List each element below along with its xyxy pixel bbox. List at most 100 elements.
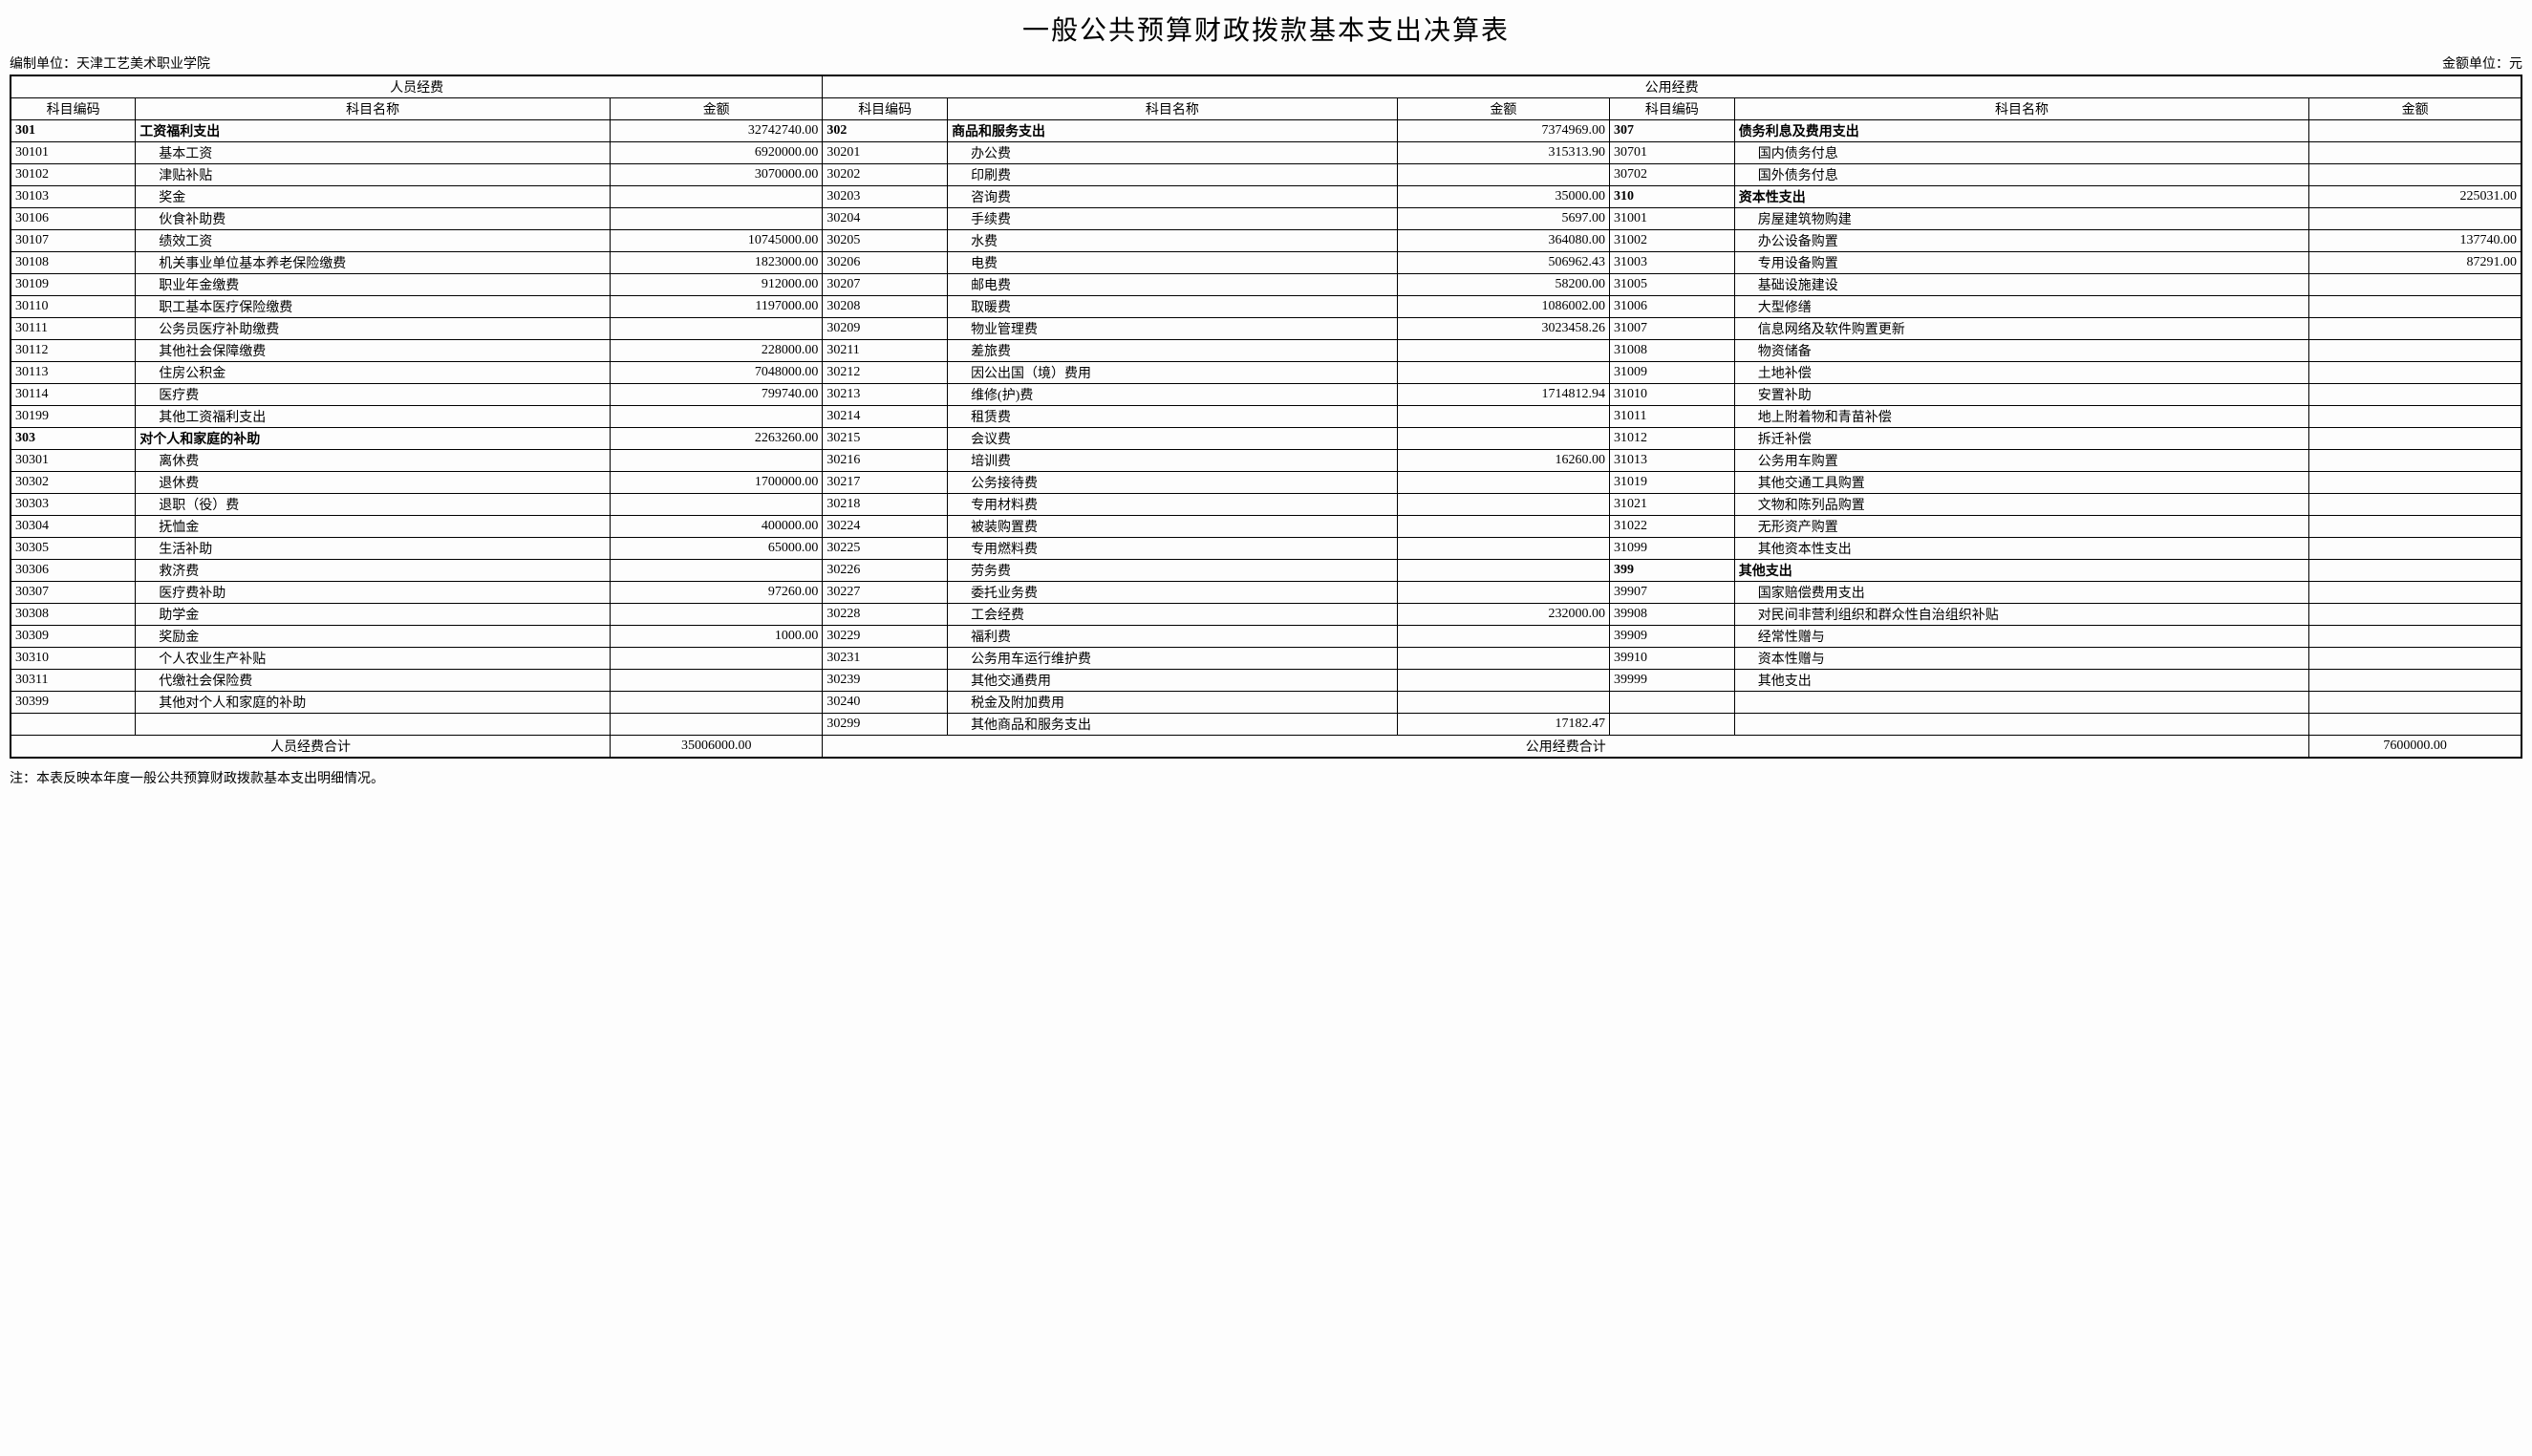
cell-amount — [2309, 208, 2521, 230]
cell-code: 30306 — [11, 560, 136, 582]
cell-code: 31001 — [1610, 208, 1735, 230]
cell-amount: 3023458.26 — [1397, 318, 1609, 340]
cell-name: 专用设备购置 — [1734, 252, 2308, 274]
table-row: 30311代缴社会保险费30239其他交通费用39999其他支出 — [11, 670, 2521, 692]
cell-name: 国家赔偿费用支出 — [1734, 582, 2308, 604]
cell-name: 办公设备购置 — [1734, 230, 2308, 252]
cell-code: 30206 — [823, 252, 948, 274]
cell-amount — [1397, 472, 1609, 494]
cell-code: 30229 — [823, 626, 948, 648]
cell-code: 30399 — [11, 692, 136, 714]
cell-name: 对民间非营利组织和群众性自治组织补贴 — [1734, 604, 2308, 626]
cell-name: 国内债务付息 — [1734, 142, 2308, 164]
table-row: 303对个人和家庭的补助2263260.0030215会议费31012拆迁补偿 — [11, 428, 2521, 450]
cell-code: 31022 — [1610, 516, 1735, 538]
cell-name: 基础设施建设 — [1734, 274, 2308, 296]
cell-name: 印刷费 — [948, 164, 1398, 186]
cell-name: 信息网络及软件购置更新 — [1734, 318, 2308, 340]
cell-amount — [611, 648, 823, 670]
cell-name: 医疗费 — [136, 384, 611, 406]
cell-code: 303 — [11, 428, 136, 450]
table-row: 30108机关事业单位基本养老保险缴费1823000.0030206电费5069… — [11, 252, 2521, 274]
col-code-a: 科目编码 — [11, 98, 136, 120]
cell-amount — [611, 714, 823, 736]
cell-code: 30204 — [823, 208, 948, 230]
cell-code: 30308 — [11, 604, 136, 626]
cell-amount — [2309, 560, 2521, 582]
cell-name: 抚恤金 — [136, 516, 611, 538]
table-row: 30304抚恤金400000.0030224被装购置费31022无形资产购置 — [11, 516, 2521, 538]
cell-code: 30303 — [11, 494, 136, 516]
cell-amount — [2309, 450, 2521, 472]
table-row: 30308助学金30228工会经费232000.0039908对民间非营利组织和… — [11, 604, 2521, 626]
cell-amount: 87291.00 — [2309, 252, 2521, 274]
cell-name: 退职（役）费 — [136, 494, 611, 516]
cell-amount: 5697.00 — [1397, 208, 1609, 230]
cell-code: 30227 — [823, 582, 948, 604]
cell-amount — [1397, 692, 1609, 714]
cell-code — [11, 714, 136, 736]
cell-name: 公务用车运行维护费 — [948, 648, 1398, 670]
cell-code: 30226 — [823, 560, 948, 582]
table-row: 30301离休费30216培训费16260.0031013公务用车购置 — [11, 450, 2521, 472]
cell-name: 其他社会保障缴费 — [136, 340, 611, 362]
table-row: 30110职工基本医疗保险缴费1197000.0030208取暖费1086002… — [11, 296, 2521, 318]
cell-amount — [1397, 582, 1609, 604]
cell-name: 会议费 — [948, 428, 1398, 450]
cell-amount: 315313.90 — [1397, 142, 1609, 164]
cell-code: 30231 — [823, 648, 948, 670]
cell-name: 福利费 — [948, 626, 1398, 648]
unit-label: 金额单位：元 — [2442, 54, 2522, 73]
cell-name: 拆迁补偿 — [1734, 428, 2308, 450]
cell-name: 奖金 — [136, 186, 611, 208]
cell-amount: 10745000.00 — [611, 230, 823, 252]
cell-code: 30108 — [11, 252, 136, 274]
cell-name: 公务接待费 — [948, 472, 1398, 494]
cell-amount: 232000.00 — [1397, 604, 1609, 626]
cell-code: 39907 — [1610, 582, 1735, 604]
cell-code — [1610, 692, 1735, 714]
footnote: 注：本表反映本年度一般公共预算财政拨款基本支出明细情况。 — [10, 768, 2522, 787]
cell-amount — [611, 406, 823, 428]
cell-amount — [2309, 362, 2521, 384]
cell-code: 30301 — [11, 450, 136, 472]
cell-amount — [2309, 604, 2521, 626]
cell-code: 30212 — [823, 362, 948, 384]
cell-code — [1610, 714, 1735, 736]
cell-name: 绩效工资 — [136, 230, 611, 252]
personnel-total-amount: 35006000.00 — [611, 736, 823, 759]
table-row: 301工资福利支出32742740.00302商品和服务支出7374969.00… — [11, 120, 2521, 142]
cell-code: 31008 — [1610, 340, 1735, 362]
org-label: 编制单位：天津工艺美术职业学院 — [10, 54, 210, 73]
cell-code: 30299 — [823, 714, 948, 736]
cell-amount: 35000.00 — [1397, 186, 1609, 208]
cell-amount: 17182.47 — [1397, 714, 1609, 736]
table-row: 30309奖励金1000.0030229福利费39909经常性赠与 — [11, 626, 2521, 648]
cell-code: 30202 — [823, 164, 948, 186]
cell-name: 公务用车购置 — [1734, 450, 2308, 472]
cell-name: 国外债务付息 — [1734, 164, 2308, 186]
cell-code: 30215 — [823, 428, 948, 450]
cell-amount: 7048000.00 — [611, 362, 823, 384]
cell-name: 个人农业生产补贴 — [136, 648, 611, 670]
table-row: 30306救济费30226劳务费399其他支出 — [11, 560, 2521, 582]
cell-code: 31099 — [1610, 538, 1735, 560]
cell-amount — [611, 450, 823, 472]
cell-amount: 799740.00 — [611, 384, 823, 406]
cell-name: 商品和服务支出 — [948, 120, 1398, 142]
cell-code: 31012 — [1610, 428, 1735, 450]
cell-name: 其他支出 — [1734, 560, 2308, 582]
cell-amount — [1397, 340, 1609, 362]
cell-amount: 1000.00 — [611, 626, 823, 648]
cell-name: 救济费 — [136, 560, 611, 582]
cell-amount — [1397, 648, 1609, 670]
cell-name: 电费 — [948, 252, 1398, 274]
cell-amount — [2309, 318, 2521, 340]
cell-code: 30309 — [11, 626, 136, 648]
cell-amount — [1397, 494, 1609, 516]
cell-name: 伙食补助费 — [136, 208, 611, 230]
cell-amount — [2309, 142, 2521, 164]
cell-code: 30201 — [823, 142, 948, 164]
cell-amount: 912000.00 — [611, 274, 823, 296]
cell-amount — [2309, 274, 2521, 296]
